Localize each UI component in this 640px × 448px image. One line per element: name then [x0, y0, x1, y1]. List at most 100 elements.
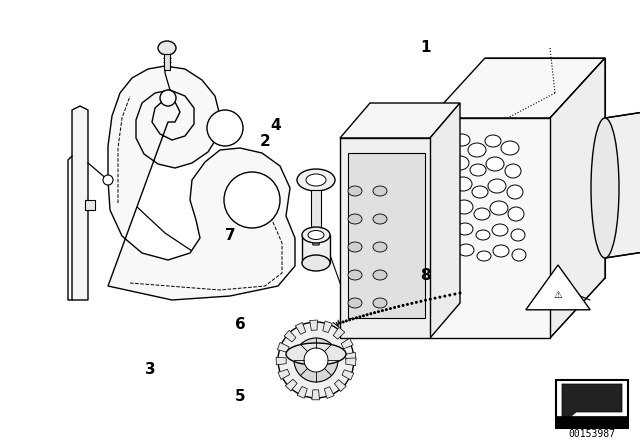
Text: 5: 5: [235, 389, 245, 404]
Polygon shape: [285, 379, 297, 391]
Circle shape: [356, 317, 357, 319]
Polygon shape: [297, 387, 307, 398]
Ellipse shape: [485, 135, 501, 147]
Polygon shape: [556, 380, 628, 428]
Circle shape: [224, 172, 280, 228]
Ellipse shape: [302, 255, 330, 271]
Ellipse shape: [348, 186, 362, 196]
Circle shape: [349, 319, 351, 321]
Circle shape: [103, 175, 113, 185]
Circle shape: [378, 311, 380, 312]
Ellipse shape: [442, 248, 456, 258]
Polygon shape: [278, 369, 290, 379]
Ellipse shape: [439, 206, 455, 218]
Ellipse shape: [286, 343, 346, 365]
Circle shape: [390, 308, 391, 309]
Ellipse shape: [486, 157, 504, 171]
Ellipse shape: [308, 231, 324, 240]
Circle shape: [359, 316, 361, 318]
Ellipse shape: [468, 143, 486, 157]
Polygon shape: [296, 323, 306, 334]
Circle shape: [425, 299, 426, 301]
Ellipse shape: [302, 227, 330, 243]
Polygon shape: [335, 380, 346, 392]
Circle shape: [403, 305, 404, 306]
Ellipse shape: [373, 298, 387, 308]
Circle shape: [370, 313, 372, 314]
Ellipse shape: [476, 230, 490, 240]
Circle shape: [454, 293, 456, 295]
Circle shape: [381, 310, 383, 311]
Text: 2: 2: [260, 134, 271, 149]
Ellipse shape: [348, 214, 362, 224]
Circle shape: [394, 307, 396, 308]
Ellipse shape: [373, 270, 387, 280]
Ellipse shape: [490, 201, 508, 215]
Ellipse shape: [591, 118, 619, 258]
Polygon shape: [324, 387, 334, 398]
Polygon shape: [346, 353, 356, 360]
Circle shape: [415, 302, 417, 303]
Ellipse shape: [470, 164, 486, 176]
Polygon shape: [85, 200, 95, 210]
Circle shape: [439, 296, 441, 298]
Circle shape: [398, 306, 399, 307]
Ellipse shape: [493, 245, 509, 257]
Circle shape: [339, 322, 341, 324]
Polygon shape: [340, 103, 460, 138]
Circle shape: [160, 90, 176, 106]
Circle shape: [406, 304, 408, 305]
Ellipse shape: [458, 244, 474, 256]
Ellipse shape: [297, 169, 335, 191]
Ellipse shape: [492, 224, 508, 236]
Circle shape: [385, 309, 387, 310]
Ellipse shape: [306, 174, 326, 186]
Polygon shape: [333, 327, 345, 339]
Text: 4: 4: [270, 118, 280, 133]
Polygon shape: [311, 235, 321, 245]
Ellipse shape: [505, 164, 521, 178]
Polygon shape: [276, 357, 286, 365]
Polygon shape: [342, 370, 354, 380]
Ellipse shape: [512, 249, 526, 261]
Circle shape: [207, 110, 243, 146]
Circle shape: [342, 321, 344, 323]
Circle shape: [304, 348, 328, 372]
Ellipse shape: [158, 41, 176, 55]
Circle shape: [434, 297, 436, 299]
Ellipse shape: [348, 270, 362, 280]
Polygon shape: [526, 265, 590, 310]
Ellipse shape: [488, 179, 506, 193]
Ellipse shape: [457, 223, 473, 235]
Polygon shape: [430, 118, 550, 338]
Circle shape: [346, 320, 347, 322]
Ellipse shape: [441, 228, 455, 238]
Ellipse shape: [455, 200, 473, 214]
Ellipse shape: [451, 156, 469, 170]
Circle shape: [449, 294, 451, 296]
Circle shape: [294, 338, 338, 382]
Text: 1: 1: [420, 39, 431, 55]
Polygon shape: [556, 416, 628, 428]
Text: 6: 6: [235, 317, 245, 332]
Ellipse shape: [501, 141, 519, 155]
Polygon shape: [312, 390, 319, 400]
Polygon shape: [346, 358, 356, 366]
Polygon shape: [72, 106, 88, 300]
Polygon shape: [302, 235, 330, 263]
Text: 8: 8: [420, 268, 431, 283]
Polygon shape: [562, 384, 622, 424]
Ellipse shape: [477, 251, 491, 261]
Ellipse shape: [507, 185, 523, 199]
Ellipse shape: [348, 298, 362, 308]
Ellipse shape: [454, 134, 470, 146]
Text: 3: 3: [145, 362, 156, 377]
Text: 00153987: 00153987: [568, 429, 616, 439]
Circle shape: [460, 292, 461, 294]
Ellipse shape: [348, 242, 362, 252]
Circle shape: [352, 318, 354, 320]
Polygon shape: [108, 66, 295, 300]
Ellipse shape: [472, 186, 488, 198]
Polygon shape: [430, 103, 460, 338]
Ellipse shape: [511, 229, 525, 241]
